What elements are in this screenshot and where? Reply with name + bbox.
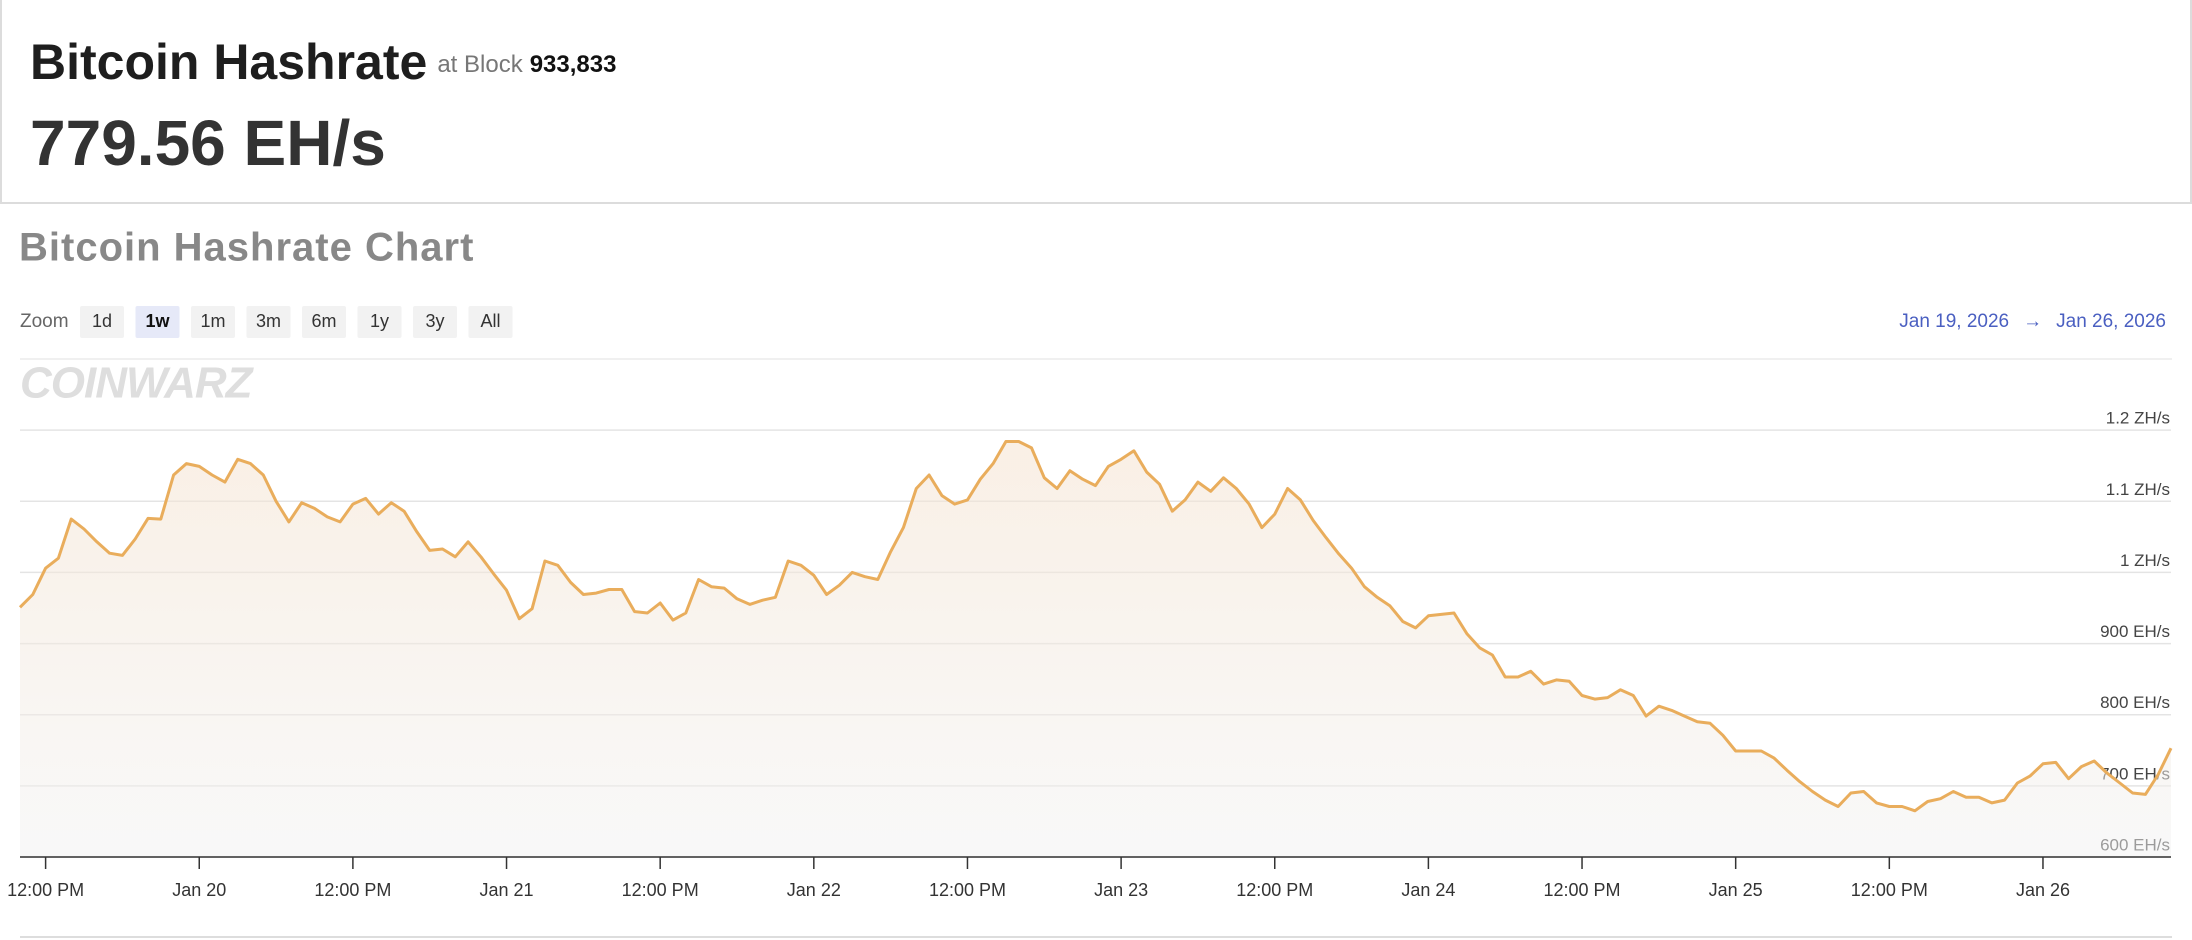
- zoom-button[interactable]: All: [468, 306, 513, 338]
- zoom-button-bg: [191, 306, 235, 338]
- y-tick-label: 800 EH/s: [2100, 693, 2170, 712]
- line: [18, 440, 2173, 813]
- zoom-button-label: 1y: [370, 311, 389, 331]
- zoom-button[interactable]: 3y: [413, 306, 457, 338]
- date-range: Jan 19, 2026 → Jan 26, 2026: [1899, 311, 2166, 332]
- zoom-button-label: All: [480, 311, 500, 331]
- x-tick-label: Jan 25: [1709, 880, 1763, 900]
- zoom-button-label: 3m: [256, 311, 281, 331]
- zoom-button-bg: [302, 306, 346, 338]
- zoom-button-bg: [468, 306, 513, 338]
- x-tick-label: 12:00 PM: [929, 880, 1006, 900]
- zoom-button[interactable]: 1d: [80, 306, 124, 338]
- zoom-button-label: 1d: [92, 311, 112, 331]
- x-tick-label: 12:00 PM: [1851, 880, 1928, 900]
- y-tick-label: 700 EH/s: [2100, 764, 2170, 783]
- chart-title: Bitcoin Hashrate Chart: [19, 226, 474, 270]
- zoom-button[interactable]: 1m: [191, 306, 235, 338]
- zoom-button[interactable]: 6m: [302, 306, 346, 338]
- block-number: 933,833: [530, 51, 617, 78]
- zoom-label: Zoom: [20, 311, 69, 332]
- zoom-button[interactable]: 3m: [246, 306, 291, 338]
- zoom-button[interactable]: 1w: [135, 306, 180, 338]
- zoom-button-bg: [80, 306, 124, 338]
- range-start: Jan 19, 2026: [1899, 311, 2009, 332]
- zoom-button-label: 3y: [425, 311, 444, 331]
- zoom-button-label: 6m: [311, 311, 336, 331]
- y-tick-label: 1.1 ZH/s: [2106, 480, 2170, 499]
- x-tick-label: Jan 24: [1401, 880, 1455, 900]
- x-tick-label: Jan 20: [172, 880, 226, 900]
- header-panel: [0, 0, 2192, 204]
- y-tick-label: 900 EH/s: [2100, 622, 2170, 641]
- x-tick-label: Jan 23: [1094, 880, 1148, 900]
- zoom-button-label: 1m: [200, 311, 225, 331]
- x-tick-label: Jan 26: [2016, 880, 2070, 900]
- header-title-line: Bitcoin Hashrate at Block 933,833: [30, 34, 616, 90]
- x-tick-label: 12:00 PM: [622, 880, 699, 900]
- x-tick-label: Jan 22: [787, 880, 841, 900]
- block-prefix: at Block: [437, 51, 523, 78]
- zoom-button-label: 1w: [145, 311, 170, 331]
- watermark: COINWARZ: [20, 359, 255, 408]
- zoom-button-bg: [413, 306, 457, 338]
- zoom-button-bg: [357, 306, 402, 338]
- current-hashrate: 779.56 EH/s: [30, 107, 386, 179]
- range-end: Jan 26, 2026: [2056, 311, 2166, 332]
- x-tick-label: 12:00 PM: [7, 880, 84, 900]
- range-arrow: →: [2023, 311, 2042, 332]
- y-tick-label: 1.2 ZH/s: [2106, 409, 2170, 428]
- y-tick-label: 1 ZH/s: [2120, 551, 2170, 570]
- x-tick-label: Jan 21: [480, 880, 534, 900]
- header-title: Bitcoin Hashrate: [30, 34, 427, 90]
- area: [20, 441, 2171, 857]
- x-tick-label: 12:00 PM: [1236, 880, 1313, 900]
- zoom-button[interactable]: 1y: [357, 306, 402, 338]
- x-tick-label: 12:00 PM: [314, 880, 391, 900]
- x-tick-label: 12:00 PM: [1544, 880, 1621, 900]
- zoom-button-bg: [246, 306, 291, 338]
- zoom-button-bg: [135, 306, 180, 338]
